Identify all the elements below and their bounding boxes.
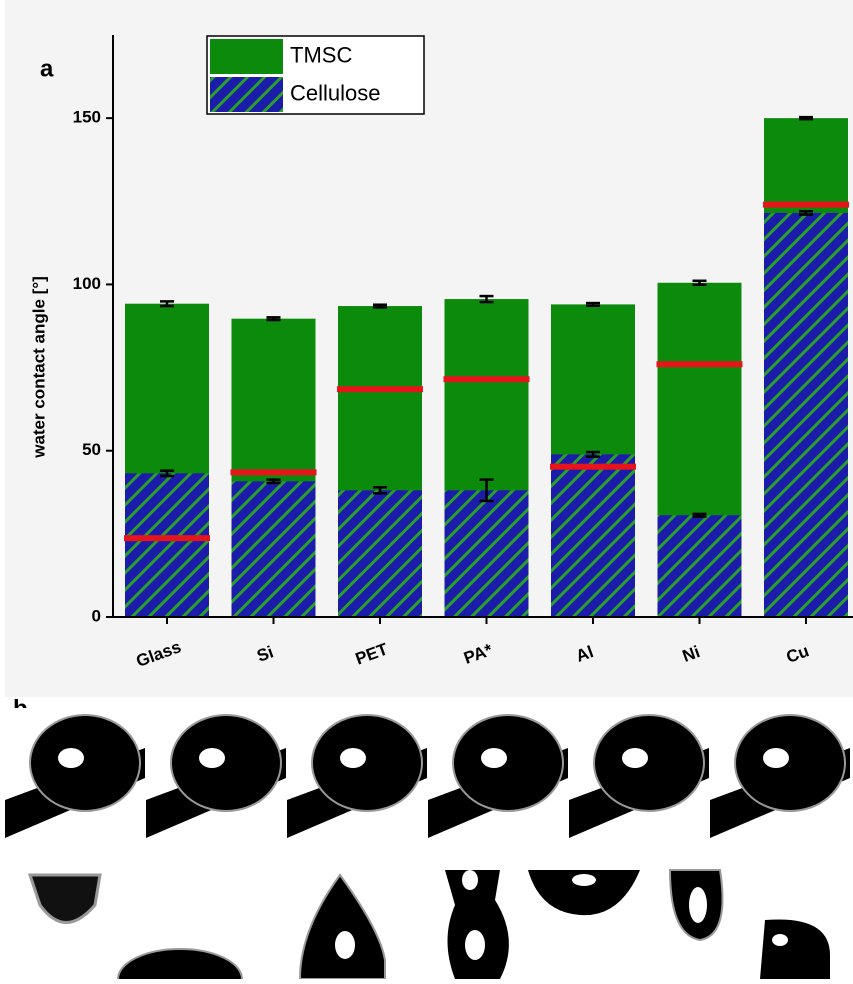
bar bbox=[551, 454, 635, 617]
legend-label: TMSC bbox=[290, 42, 352, 67]
y-tick-label: 150 bbox=[73, 108, 101, 127]
marker-line bbox=[337, 386, 423, 392]
legend-swatch bbox=[210, 39, 283, 74]
y-tick-label: 100 bbox=[73, 274, 101, 293]
panel-label: a bbox=[40, 55, 54, 82]
marker-line bbox=[657, 361, 743, 367]
marker-line bbox=[124, 535, 210, 541]
bar bbox=[764, 213, 848, 617]
y-tick-label: 50 bbox=[82, 440, 101, 459]
droplet-images bbox=[5, 708, 853, 979]
bar bbox=[125, 473, 209, 617]
marker-line bbox=[763, 202, 849, 208]
y-axis-label: water contact angle [°] bbox=[29, 276, 48, 459]
legend-swatch bbox=[210, 77, 283, 112]
error-bar bbox=[799, 117, 813, 119]
page: {"chart_data": {"type": "bar", "panel_la… bbox=[0, 0, 853, 979]
legend-label: Cellulose bbox=[290, 80, 381, 105]
bar bbox=[232, 481, 316, 617]
bar bbox=[338, 490, 422, 617]
bar bbox=[445, 490, 529, 617]
figure: a water contact angle [°] 050100150Glass… bbox=[0, 0, 853, 979]
y-tick-label: 0 bbox=[92, 606, 101, 625]
marker-line bbox=[444, 376, 530, 382]
marker-line bbox=[550, 464, 636, 470]
bar bbox=[658, 515, 742, 617]
marker-line bbox=[231, 469, 317, 475]
